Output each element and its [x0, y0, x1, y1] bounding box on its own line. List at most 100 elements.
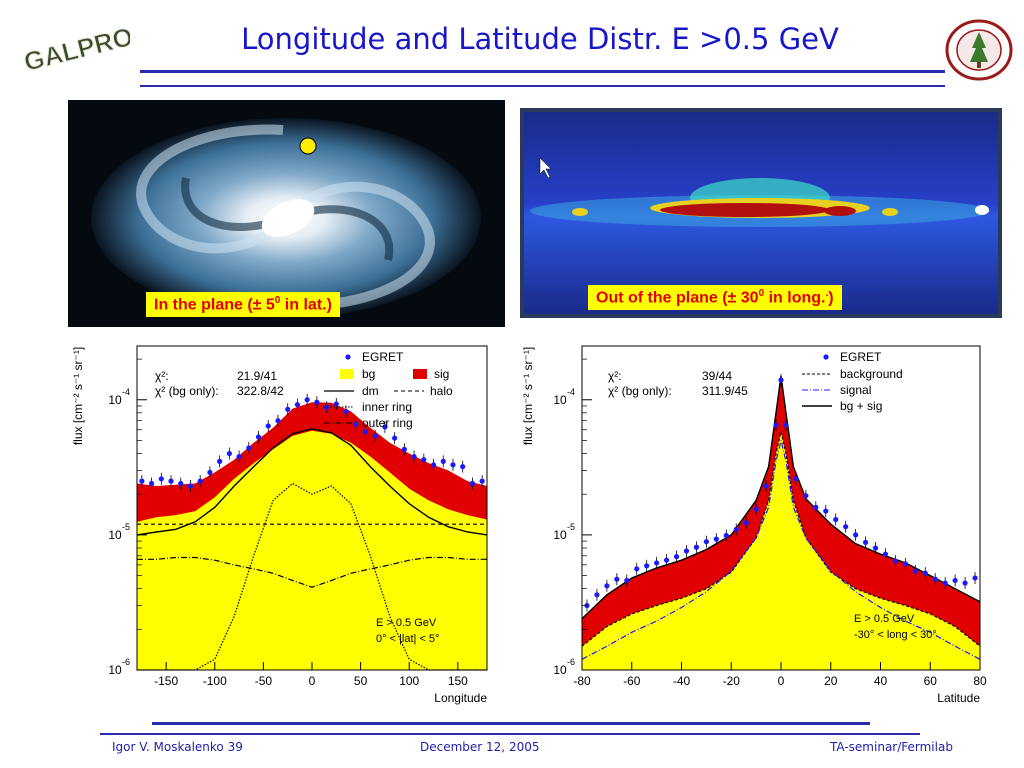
egret-point: [654, 560, 660, 566]
legend-egret-marker: [345, 354, 351, 360]
egret-point: [614, 576, 620, 582]
bg-area: [582, 431, 980, 670]
egret-point: [362, 429, 369, 435]
x-tick-label: 0: [778, 674, 785, 688]
y-axis-label: flux [cm⁻² s⁻¹ sr⁻¹]: [71, 347, 85, 445]
logo-text: GALPROP: [21, 17, 130, 77]
egret-point: [683, 548, 690, 554]
background-line: [581, 431, 981, 647]
egret-point: [148, 480, 155, 487]
latitude-chart: -80 -60 -40 -20 0 20 40 60 8010-610-510-4Latitud…: [521, 345, 987, 705]
egret-point: [902, 561, 908, 567]
egret-point: [178, 480, 184, 487]
egret-point: [942, 580, 948, 586]
egret-point: [469, 480, 476, 487]
egret-point: [862, 539, 869, 545]
legend-inner-ring: inner ring: [362, 400, 412, 414]
egret-point: [304, 397, 310, 403]
title-rule: [140, 70, 945, 73]
x-tick-label: -20: [723, 674, 741, 688]
y-tick-exponent: -5: [567, 522, 575, 532]
egret-point: [411, 453, 417, 460]
x-tick-label: 20: [824, 674, 838, 688]
chi2-value: 39/44: [702, 369, 732, 383]
egret-point: [853, 532, 859, 538]
legend-sig-swatch: [413, 369, 427, 379]
x-tick-label: 60: [924, 674, 938, 688]
egret-point: [207, 469, 213, 476]
egret-point: [421, 457, 427, 463]
y-tick-exponent: -5: [122, 522, 130, 532]
egret-point: [703, 539, 709, 545]
egret-point: [783, 422, 789, 428]
egret-point: [392, 435, 398, 441]
y-tick-label: 10: [553, 663, 567, 677]
egret-point: [343, 408, 349, 415]
egret-point: [460, 464, 466, 470]
annotation-energy: E > 0.5 GeV: [376, 617, 437, 629]
footer-venue: TA-seminar/Fermilab: [830, 740, 953, 754]
y-tick-label: 10: [108, 663, 122, 677]
egret-point: [922, 570, 928, 576]
egret-point: [634, 566, 640, 572]
egret-point: [743, 520, 749, 526]
caption-in-plane-sup: 0: [274, 295, 281, 306]
chi2-bg-value: 311.9/45: [702, 384, 748, 398]
egret-point: [793, 476, 799, 482]
caption-in-plane: In the plane (± 50 in lat.): [146, 292, 340, 318]
x-axis-label: Longitude: [434, 691, 487, 705]
annotation-range: 0° < |lat| < 5°: [376, 633, 439, 645]
y-tick-exponent: -6: [567, 657, 575, 667]
egret-point: [333, 401, 339, 407]
chi2-value: 21.9/41: [237, 369, 277, 383]
x-tick-label: -150: [154, 674, 178, 688]
legend-bg: bg: [362, 367, 375, 381]
caption-in-plane-pre: In the plane (± 5: [154, 296, 275, 314]
egret-point: [663, 557, 670, 563]
egret-point: [265, 423, 271, 429]
egret-point: [882, 551, 889, 557]
egret-point: [763, 483, 769, 489]
y-tick-exponent: -4: [567, 387, 575, 397]
galaxy-face-on-image: [68, 100, 505, 327]
egret-point: [624, 577, 630, 584]
legend-sig: sig: [434, 367, 449, 381]
egret-point: [353, 421, 359, 427]
x-tick-label: -50: [255, 674, 273, 688]
egret-point: [833, 516, 839, 523]
chi2-label: χ²:: [608, 369, 622, 383]
egret-point: [753, 506, 759, 512]
title-rule-lower: [140, 85, 945, 87]
legend-egret: EGRET: [362, 350, 404, 364]
bg-area: [137, 430, 487, 670]
stanford-seal: [945, 19, 1013, 81]
egret-point: [892, 558, 899, 564]
y-axis-label: flux [cm⁻² s⁻¹ sr⁻¹]: [521, 347, 535, 445]
egret-point: [323, 404, 330, 410]
egret-point: [226, 450, 232, 457]
egret-point: [952, 577, 958, 584]
x-tick-label: -80: [573, 674, 591, 688]
caption-in-plane-post: in lat.): [280, 296, 332, 314]
egret-point: [285, 406, 291, 412]
egret-point: [773, 422, 779, 428]
x-axis-label: Latitude: [937, 691, 980, 705]
signal-line: [581, 440, 981, 660]
caption-out-of-plane: Out of the plane (± 300 in long..): [588, 285, 842, 311]
x-tick-label: 80: [973, 674, 987, 688]
egret-point: [372, 433, 378, 439]
egret-point: [778, 377, 784, 383]
y-tick-label: 10: [553, 393, 567, 407]
legend-bg-sig: bg + sig: [840, 399, 882, 413]
y-tick-label: 10: [108, 393, 122, 407]
egret-point: [236, 453, 242, 460]
x-tick-label: 40: [874, 674, 888, 688]
egret-point: [713, 536, 719, 542]
egret-point: [187, 483, 194, 489]
footer-author: Igor V. Moskalenko 39: [112, 740, 243, 754]
egret-point: [479, 478, 485, 484]
egret-point: [246, 445, 252, 451]
egret-point: [294, 402, 301, 408]
caption-out-of-plane-post: in long.: [764, 289, 826, 307]
caption-out-of-plane-tail: ): [828, 289, 834, 307]
